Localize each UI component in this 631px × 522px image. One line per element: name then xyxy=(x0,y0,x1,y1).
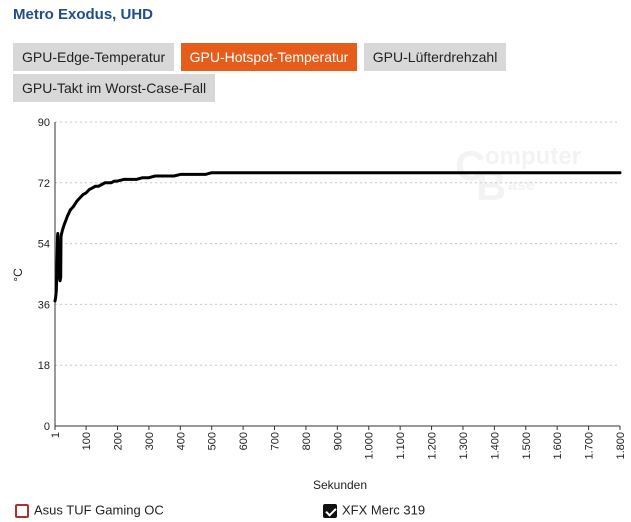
metric-tabs: GPU-Edge-Temperatur GPU-Hotspot-Temperat… xyxy=(13,43,613,105)
legend-label-asus: Asus TUF Gaming OC xyxy=(34,502,164,518)
y-tick-label: 18 xyxy=(38,360,50,372)
x-tick-label: 300 xyxy=(144,432,156,450)
y-tick-label: 90 xyxy=(38,117,50,129)
svg-text:C: C xyxy=(455,142,485,189)
tab-hotspot-temperature[interactable]: GPU-Hotspot-Temperatur xyxy=(180,43,358,71)
y-gridlines xyxy=(55,121,620,366)
svg-text:omputer: omputer xyxy=(485,143,581,170)
y-tick-label: 72 xyxy=(38,178,50,190)
y-tick-label: 36 xyxy=(38,299,50,311)
tab-fan-speed[interactable]: GPU-Lüfterdrehzahl xyxy=(363,43,507,71)
legend-checkbox-asus[interactable] xyxy=(15,503,29,518)
x-tick-label: 400 xyxy=(175,432,187,450)
series-group xyxy=(53,171,622,303)
svg-text:B: B xyxy=(476,162,506,209)
chart-legend: Asus TUF Gaming OC XFX Merc 319 xyxy=(0,501,631,521)
y-tick-label: 0 xyxy=(44,421,50,433)
y-tick-labels: 0 18 36 54 72 90 xyxy=(38,117,50,433)
x-tick-label: 1.000 xyxy=(364,432,376,460)
tab-clock-worst-case[interactable]: GPU-Takt im Worst-Case-Fall xyxy=(13,74,216,102)
x-tick-label: 1.800 xyxy=(615,432,627,460)
line-chart: C omputer B ase 1 100 200 300 400 500 600 700 80… xyxy=(11,117,627,492)
watermark: C omputer B ase xyxy=(455,142,581,209)
x-tick-labels: 1 100 200 300 400 500 600 700 800 900 1.000 1.100 1.… xyxy=(50,426,627,460)
tab-edge-temperature[interactable]: GPU-Edge-Temperatur xyxy=(13,43,175,71)
x-tick-label: 600 xyxy=(238,432,250,450)
y-axis-label: °C xyxy=(11,268,25,282)
svg-text:ase: ase xyxy=(508,177,535,194)
chart-title: Metro Exodus, UHD xyxy=(13,6,154,23)
x-tick-label: 1.400 xyxy=(489,432,501,460)
legend-item-asus[interactable]: Asus TUF Gaming OC xyxy=(15,501,164,521)
x-tick-label: 500 xyxy=(207,432,219,450)
x-tick-label: 1.100 xyxy=(395,432,407,460)
x-tick-label: 700 xyxy=(270,432,282,450)
legend-checkbox-xfx[interactable] xyxy=(323,503,337,518)
x-tick-label: 800 xyxy=(301,432,313,450)
x-tick-label: 1.600 xyxy=(552,432,564,460)
x-tick-label: 1.700 xyxy=(584,432,596,460)
legend-label-xfx: XFX Merc 319 xyxy=(342,502,426,518)
y-tick-label: 54 xyxy=(38,239,50,251)
x-tick-label: 1.500 xyxy=(521,432,533,460)
x-tick-label: 1 xyxy=(50,432,62,438)
x-tick-label: 200 xyxy=(112,432,124,450)
x-tick-label: 100 xyxy=(81,432,93,450)
x-tick-label: 900 xyxy=(332,432,344,450)
x-tick-label: 1.300 xyxy=(458,432,470,460)
x-axis-label: Sekunden xyxy=(313,478,367,492)
legend-item-xfx[interactable]: XFX Merc 319 xyxy=(323,501,425,521)
x-tick-label: 1.200 xyxy=(427,432,439,460)
series-line-xfx-merc-319 xyxy=(53,171,622,303)
